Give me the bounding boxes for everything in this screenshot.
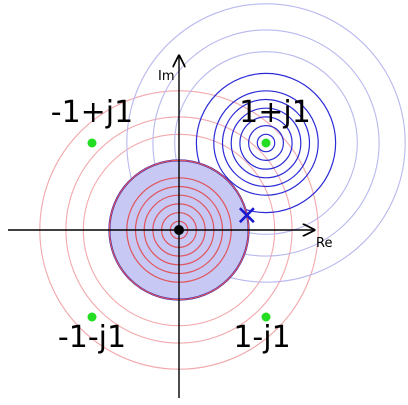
- blue-circle: [221, 98, 311, 188]
- point-marker: [261, 312, 271, 322]
- blue-circle: [213, 90, 319, 196]
- blue-circle: [230, 107, 302, 179]
- point-marker: [261, 138, 271, 148]
- point-label: 1-j1: [233, 320, 290, 355]
- point-marker: [87, 312, 97, 322]
- blue-circle: [152, 29, 380, 257]
- points-layer: 1+j1 -1+j1 -1-j1 1-j1: [51, 95, 311, 355]
- blue-circle: [256, 133, 276, 153]
- blue-circle: [248, 124, 285, 161]
- blue-circle: [239, 116, 293, 170]
- blue-circle: [174, 51, 358, 235]
- point-label: 1+j1: [239, 95, 311, 130]
- cross-stroke: [238, 207, 255, 224]
- blue-contour-circles: [126, 3, 406, 283]
- point-marker: [87, 138, 97, 148]
- point-label: -1+j1: [51, 95, 133, 130]
- intersection-cross-marker: [238, 207, 255, 224]
- origin-point: [174, 225, 184, 235]
- point-label: -1-j1: [58, 320, 126, 355]
- real-axis-label: Re: [316, 236, 332, 251]
- blue-circle: [126, 3, 406, 283]
- blue-circle: [195, 72, 337, 214]
- imaginary-axis-label: Im: [158, 69, 175, 84]
